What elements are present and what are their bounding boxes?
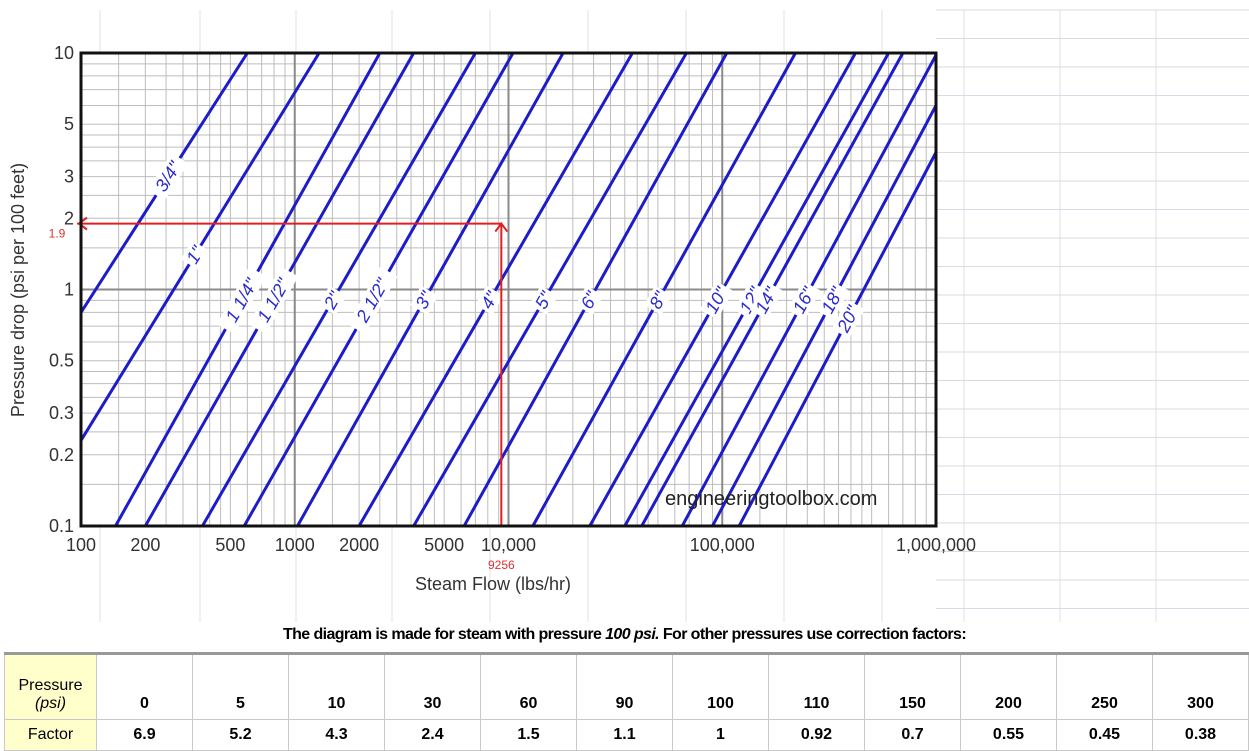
pipe-label-background — [216, 266, 267, 335]
x-tick-labels: 100 200 500 1000 2000 5000 10,000 100,000 1,000,… — [66, 535, 976, 555]
y-tick-label: 3 — [64, 167, 74, 187]
plot-frame — [79, 51, 938, 528]
pipe-line-17 — [737, 151, 938, 527]
x-axis-label: Steam Flow (lbs/hr) — [415, 574, 571, 594]
pressure-cell: 30 — [384, 652, 481, 720]
pressure-cell: 200 — [960, 652, 1057, 720]
y-tick-label: 0.5 — [49, 351, 74, 371]
example-arrow-up — [494, 221, 509, 233]
pipe-label-background — [529, 285, 558, 315]
pipe-label-background — [318, 285, 347, 315]
pipe-label-background — [749, 281, 784, 320]
pressure-cell: 90 — [576, 652, 673, 720]
note-prefix: The diagram is made for steam with press… — [282, 626, 606, 643]
note-emphasis: 100 psi. — [605, 626, 660, 643]
pipe-label-background — [699, 281, 734, 320]
example-reading: 9256 1.9 — [49, 216, 515, 572]
y-tick-label: 0.1 — [49, 516, 74, 536]
x-tick-label: 100,000 — [690, 535, 755, 555]
pipe-label-background — [147, 152, 189, 201]
y-tick-label: 5 — [64, 114, 74, 134]
pipe-label-background — [410, 285, 439, 315]
pipe-label-background — [733, 281, 768, 320]
y-tick-label: 0.3 — [49, 403, 74, 423]
x-tick-label: 5000 — [424, 535, 464, 555]
x-tick-label: 200 — [130, 535, 160, 555]
pressure-cell: 150 — [864, 652, 961, 720]
pressure-cell: 0 — [96, 652, 193, 720]
watermark: engineeringtoolbox.com — [665, 488, 877, 510]
pressure-cell: 10 — [288, 652, 385, 720]
pipe-line-10 — [462, 52, 729, 527]
pipe-label-background — [787, 281, 821, 320]
example-flow-label: 9256 — [488, 558, 515, 572]
y-tick-label: 2 — [64, 208, 74, 228]
pipe-label-background — [347, 266, 398, 334]
pipe-line-11 — [531, 52, 797, 527]
y-tick-label: 1 — [64, 280, 74, 300]
pressure-header: Pressure (psi) — [4, 652, 97, 720]
x-tick-label: 1,000,000 — [896, 535, 976, 555]
x-tick-label: 100 — [66, 535, 96, 555]
y-tick-labels: 10 5 3 2 1 0.5 0.3 0.2 0.1 — [49, 43, 74, 536]
example-pressure-label: 1.9 — [49, 227, 66, 241]
pressure-cell: 5 — [192, 652, 289, 720]
pipe-label-background — [180, 240, 210, 270]
pipe-label-background — [644, 285, 673, 315]
pressure-row: Pressure (psi) 0 5 10 30 60 90 100 110 150 200 250 3… — [4, 652, 1249, 720]
pipe-label-background — [831, 299, 865, 339]
pipe-line-9 — [412, 52, 688, 527]
x-tick-label: 1000 — [275, 535, 315, 555]
x-tick-label: 500 — [215, 535, 245, 555]
pressure-cell: 300 — [1152, 652, 1249, 720]
note-suffix: For other pressures use correction facto… — [659, 626, 967, 643]
major-gridlines — [81, 53, 936, 526]
pressure-header-label: Pressure — [18, 677, 83, 694]
pipe-label-background — [475, 285, 504, 315]
pressure-drop-chart: 3/4"1"1 1/4"1 1/2" 2" 2 1/2" 3" 4" 5" 6" 8" 10" 1… — [8, 43, 976, 594]
example-arrow-left — [77, 216, 88, 231]
pressure-cell: 100 — [672, 652, 769, 720]
x-tick-label: 2000 — [339, 535, 379, 555]
pressure-cell: 60 — [480, 652, 577, 720]
pipe-label-background — [815, 281, 850, 320]
y-axis-label: Pressure drop (psi per 100 feet) — [8, 163, 28, 417]
pipe-label-background — [248, 266, 299, 334]
pipe-label-background — [575, 285, 604, 315]
y-tick-label: 10 — [54, 43, 74, 63]
pipe-line-5 — [201, 52, 477, 527]
pipe-line-16 — [711, 104, 938, 527]
pressure-cell: 110 — [768, 652, 865, 720]
y-tick-label: 0.2 — [49, 445, 74, 465]
pipe-line-8 — [357, 52, 634, 527]
x-tick-label: 10,000 — [481, 535, 536, 555]
pressure-cell: 250 — [1056, 652, 1153, 720]
correction-note: The diagram is made for steam with press… — [0, 622, 1249, 648]
correction-factor-table: Pressure (psi) 0 5 10 30 60 90 100 110 150 200 250 3… — [4, 652, 1249, 751]
pressure-unit: (psi) — [34, 695, 67, 712]
pipe-line-7 — [296, 52, 565, 527]
